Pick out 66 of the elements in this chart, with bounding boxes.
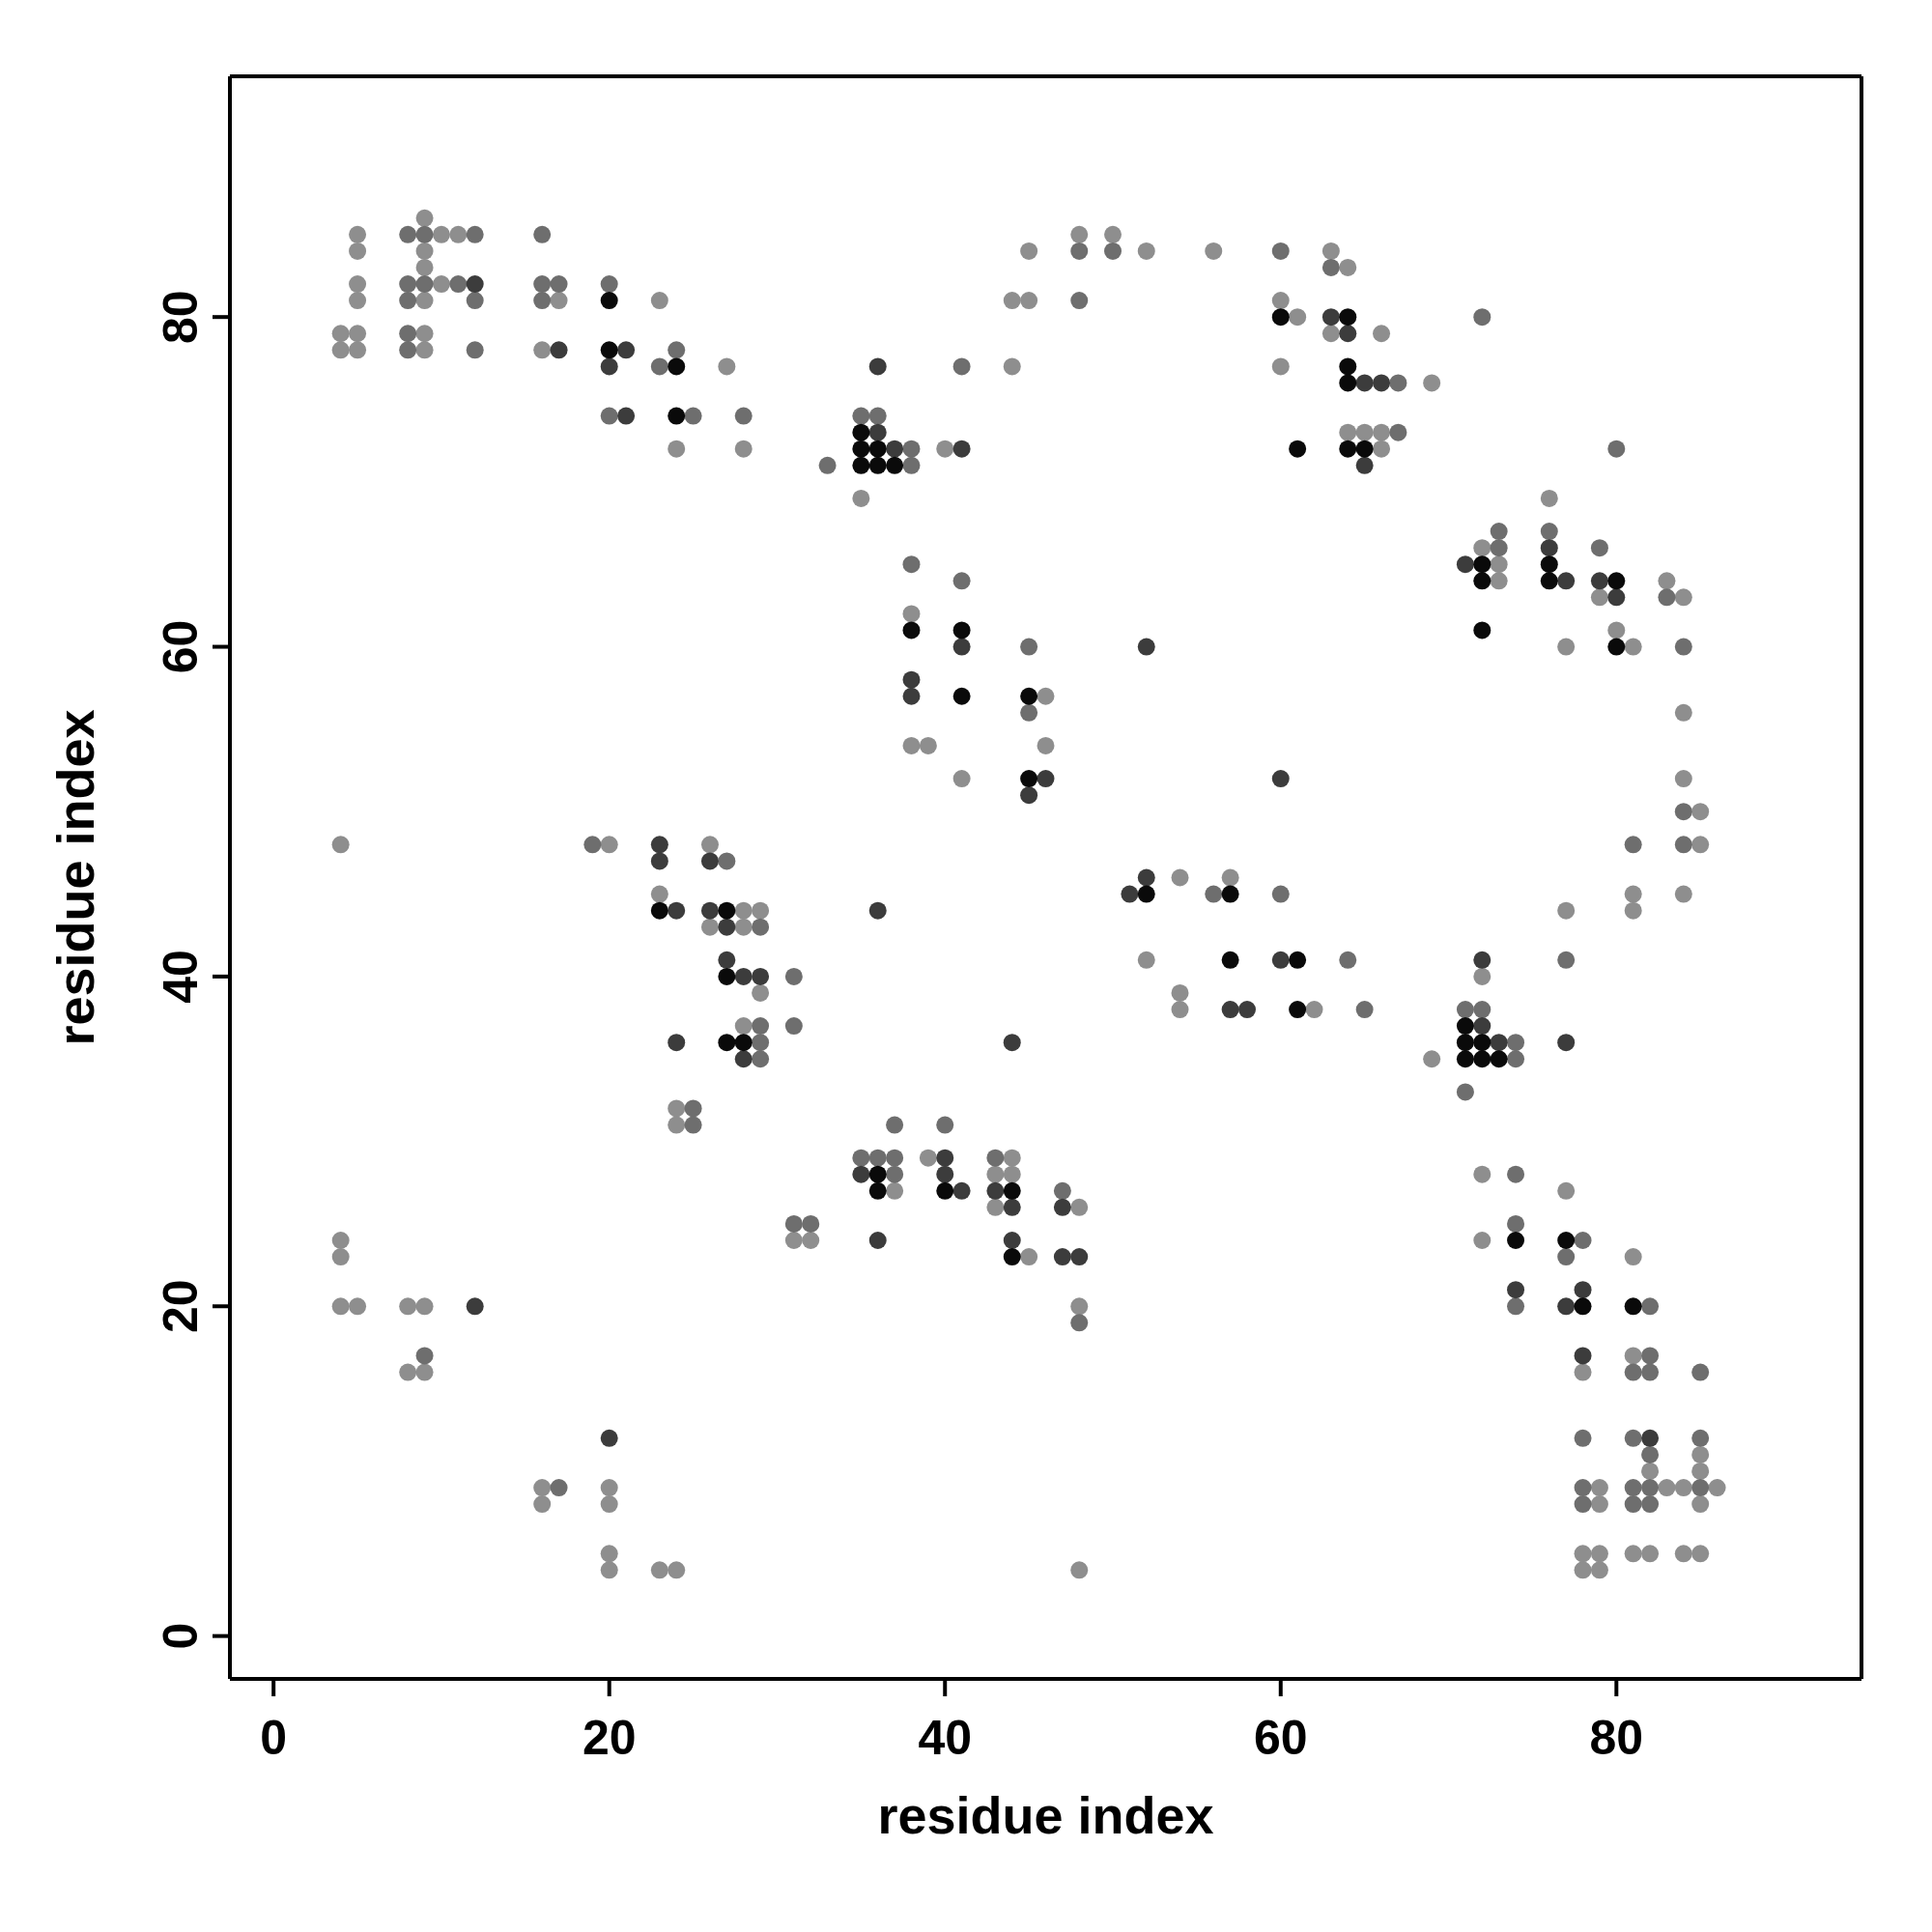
point: [1020, 770, 1038, 788]
y-tick-label: 20: [154, 1279, 208, 1334]
point: [868, 1165, 887, 1183]
y-tick-label: 60: [154, 619, 208, 674]
point: [718, 901, 736, 920]
point: [1003, 1248, 1021, 1266]
x-tick-label: 20: [582, 1710, 637, 1765]
point: [868, 1181, 887, 1200]
point: [952, 687, 971, 705]
point: [1473, 555, 1492, 574]
point: [1289, 1001, 1307, 1019]
point: [1456, 1034, 1474, 1052]
y-tick-label: 0: [154, 1622, 208, 1650]
point: [1557, 1231, 1576, 1249]
point: [734, 1034, 753, 1052]
x-axis-title: residue index: [877, 1786, 1214, 1844]
point: [1507, 1231, 1525, 1249]
point: [1271, 308, 1290, 327]
point: [1289, 440, 1307, 458]
point: [1020, 687, 1038, 705]
point: [1339, 357, 1357, 376]
y-axis-title: residue index: [46, 709, 105, 1046]
point: [1473, 1034, 1492, 1052]
point: [1607, 572, 1626, 590]
point: [1624, 1297, 1642, 1316]
point: [1473, 572, 1492, 590]
y-tick-label: 40: [154, 950, 208, 1004]
point: [852, 440, 870, 458]
point: [1490, 1050, 1508, 1068]
point: [1003, 1181, 1021, 1200]
x-tick-label: 60: [1253, 1710, 1308, 1765]
point: [718, 1034, 736, 1052]
point: [952, 621, 971, 639]
point: [1540, 555, 1558, 574]
x-tick-label: 40: [918, 1710, 973, 1765]
point: [886, 456, 904, 474]
point: [868, 456, 887, 474]
point: [1339, 440, 1357, 458]
point: [1221, 885, 1239, 903]
point: [1574, 1297, 1592, 1316]
point: [1221, 951, 1239, 969]
point: [902, 621, 921, 639]
point: [1540, 572, 1558, 590]
point: [1339, 308, 1357, 327]
point: [668, 407, 686, 425]
point: [668, 357, 686, 376]
point: [650, 901, 668, 920]
point: [1289, 951, 1307, 969]
x-tick-label: 0: [260, 1710, 288, 1765]
point: [718, 967, 736, 985]
point: [1473, 1050, 1492, 1068]
point: [852, 456, 870, 474]
point: [600, 292, 618, 310]
point: [868, 440, 887, 458]
point: [1339, 374, 1357, 392]
point: [600, 341, 618, 359]
point: [1137, 885, 1155, 903]
point: [1607, 638, 1626, 656]
point: [852, 423, 870, 441]
point: [1355, 440, 1374, 458]
point: [1456, 1050, 1474, 1068]
y-tick-label: 80: [154, 290, 208, 344]
point: [1473, 621, 1492, 639]
x-tick-label: 80: [1589, 1710, 1644, 1765]
point: [936, 1181, 954, 1200]
point: [1456, 1017, 1474, 1036]
